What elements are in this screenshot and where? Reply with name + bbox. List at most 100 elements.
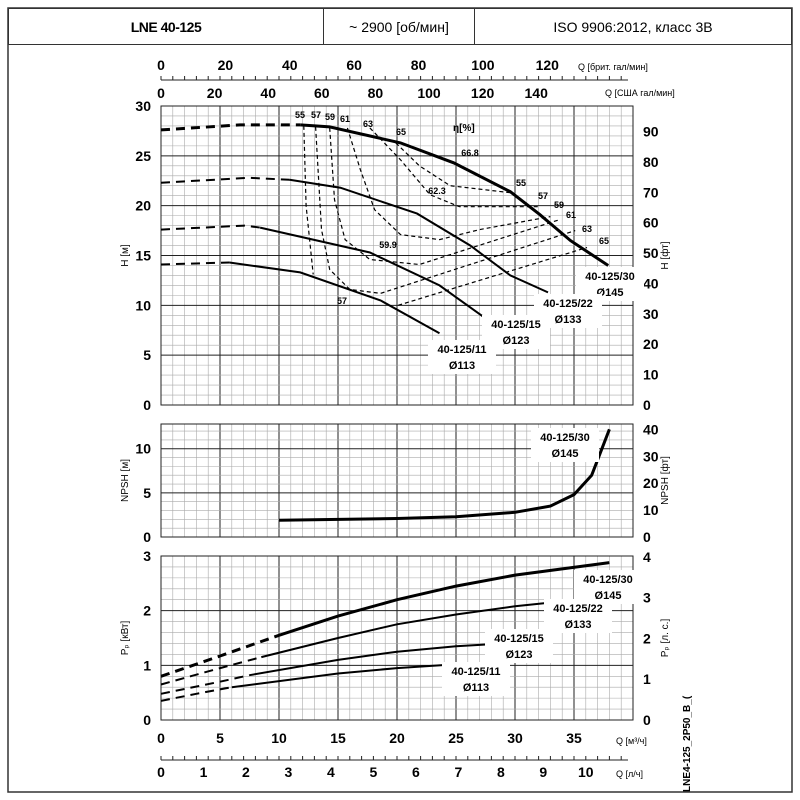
m3h-tick-label: 35 bbox=[566, 730, 582, 746]
y-right-tick-label: 3 bbox=[643, 590, 651, 606]
efficiency-label-right: 63 bbox=[582, 224, 592, 234]
ls-axis-tick-label: 4 bbox=[327, 764, 335, 780]
efficiency-contour-65 bbox=[395, 142, 511, 194]
power-curve-label-diameter: Ø133 bbox=[565, 619, 592, 631]
head-curve bbox=[229, 261, 440, 335]
ls-axis-tick-label: 7 bbox=[454, 764, 462, 780]
power-curve-dashed bbox=[160, 633, 280, 678]
efficiency-contour-55 bbox=[303, 125, 314, 275]
npsh-curve bbox=[278, 428, 611, 522]
head-curve-label-bg bbox=[428, 340, 496, 374]
power-curve-label-bg bbox=[442, 662, 510, 696]
efficiency-annotation: 57 bbox=[337, 296, 347, 306]
head-curve-label-diameter: Ø133 bbox=[555, 314, 582, 326]
y-axis-label: Pₚ [кВт] bbox=[120, 620, 131, 655]
power-curve-dashed bbox=[160, 686, 232, 702]
efficiency-label-right: 65 bbox=[599, 236, 609, 246]
ls-axis-tick-label: 8 bbox=[497, 764, 505, 780]
us-gpm-tick-label: 120 bbox=[471, 85, 495, 101]
y-right-tick-label: 10 bbox=[643, 502, 659, 518]
plot-frame bbox=[160, 555, 634, 721]
us-gpm-tick-label: 40 bbox=[260, 85, 276, 101]
head-curve-label: 40-125/15 bbox=[491, 319, 541, 331]
uk-gpm-axis-label: Q [брит. гал/мин] bbox=[578, 62, 648, 72]
power-curve bbox=[261, 599, 569, 659]
y-right-axis-label: Pₚ [л. с.] bbox=[660, 619, 671, 658]
ls-axis-tick-label: 5 bbox=[370, 764, 378, 780]
head-curve-label-diameter: Ø145 bbox=[597, 287, 624, 299]
uk-gpm-axis-tick-label: 120 bbox=[536, 57, 560, 73]
head-curve-dashed bbox=[160, 261, 230, 266]
drawing-code: LNE4-125_2P50_B_( bbox=[682, 695, 693, 792]
y-right-tick-label: 0 bbox=[643, 712, 651, 728]
power-curve-label-bg bbox=[574, 570, 642, 604]
outer-border bbox=[7, 7, 793, 793]
header-table: LNE 40-125 ~ 2900 [об/мин] ISO 9906:2012… bbox=[8, 8, 792, 45]
y-right-tick-label: 30 bbox=[643, 448, 659, 464]
y-right-tick-label: 20 bbox=[643, 336, 659, 352]
efficiency-contour-55 bbox=[398, 246, 588, 306]
efficiency-label: 55 bbox=[295, 110, 305, 120]
uk-gpm-axis-tick-label: 100 bbox=[471, 57, 495, 73]
efficiency-annotation: 62.3 bbox=[428, 186, 446, 196]
ls-axis-tick-label: 0 bbox=[157, 764, 165, 780]
ls-axis-label: Q [л/ч] bbox=[616, 769, 643, 779]
m3h-tick-label: 25 bbox=[448, 730, 464, 746]
power-curve-label: 40-125/11 bbox=[452, 666, 501, 678]
standard-label: ISO 9906:2012, класс 3В bbox=[553, 18, 713, 35]
y-axis-label: H [м] bbox=[120, 244, 131, 267]
us-gpm-tick-label: 140 bbox=[525, 85, 549, 101]
head-curve-label-diameter: Ø123 bbox=[503, 335, 530, 347]
y-tick-label: 15 bbox=[135, 248, 151, 264]
efficiency-label: 59 bbox=[325, 112, 335, 122]
y-tick-label: 25 bbox=[135, 148, 151, 164]
power-curve bbox=[278, 561, 610, 637]
y-tick-label: 5 bbox=[143, 347, 151, 363]
power-curve-dashed bbox=[160, 674, 250, 695]
y-tick-label: 20 bbox=[135, 198, 151, 214]
efficiency-contour-57 bbox=[315, 126, 576, 295]
us-gpm-tick-label: 60 bbox=[314, 85, 330, 101]
ls-axis-tick-label: 9 bbox=[539, 764, 547, 780]
head-curve-label: 40-125/11 bbox=[438, 344, 487, 356]
uk-gpm-axis-tick-label: 60 bbox=[346, 57, 362, 73]
uk-gpm-axis-tick-label: 20 bbox=[218, 57, 234, 73]
y-right-tick-label: 4 bbox=[643, 549, 651, 565]
plot-frame bbox=[160, 423, 634, 538]
y-right-tick-label: 90 bbox=[643, 124, 659, 140]
npsh-curve-label-diameter: Ø145 bbox=[552, 448, 579, 460]
y-tick-label: 3 bbox=[143, 548, 151, 564]
y-tick-label: 1 bbox=[143, 657, 151, 673]
power-curve bbox=[231, 663, 457, 689]
y-right-tick-label: 30 bbox=[643, 306, 659, 322]
speed-label: ~ 2900 [об/мин] bbox=[324, 9, 475, 44]
y-right-tick-label: 80 bbox=[643, 154, 659, 170]
head-curve bbox=[259, 226, 487, 320]
efficiency-label-right: 59 bbox=[554, 200, 564, 210]
y-right-axis-label: NPSH [фт] bbox=[659, 456, 671, 505]
efficiency-label: 63 bbox=[363, 119, 373, 129]
y-right-tick-label: 40 bbox=[643, 275, 659, 291]
y-right-tick-label: 1 bbox=[643, 671, 651, 687]
y-tick-label: 5 bbox=[143, 485, 151, 501]
m3h-tick-label: 5 bbox=[216, 730, 224, 746]
y-tick-label: 10 bbox=[135, 441, 151, 457]
head-curve-label-diameter: Ø113 bbox=[449, 360, 475, 372]
ls-axis-tick-label: 6 bbox=[412, 764, 420, 780]
y-axis-label: NPSH [м] bbox=[120, 459, 131, 502]
power-curve-dashed bbox=[160, 656, 262, 686]
us-gpm-tick-label: 20 bbox=[207, 85, 223, 101]
y-right-tick-label: 10 bbox=[643, 367, 659, 383]
y-right-axis-label: H [фт] bbox=[659, 241, 671, 269]
plot-frame bbox=[160, 105, 634, 406]
head-curve-label: 40-125/30 bbox=[585, 271, 635, 283]
efficiency-contour-61 bbox=[346, 127, 551, 241]
m3h-tick-label: 20 bbox=[389, 730, 405, 746]
m3h-tick-label: 30 bbox=[507, 730, 523, 746]
power-curve-label: 40-125/15 bbox=[494, 633, 544, 645]
head-curve bbox=[300, 123, 610, 267]
power-curve-label: 40-125/30 bbox=[583, 574, 633, 586]
m3h-tick-label: 0 bbox=[157, 730, 165, 746]
uk-gpm-axis-tick-label: 0 bbox=[157, 57, 165, 73]
